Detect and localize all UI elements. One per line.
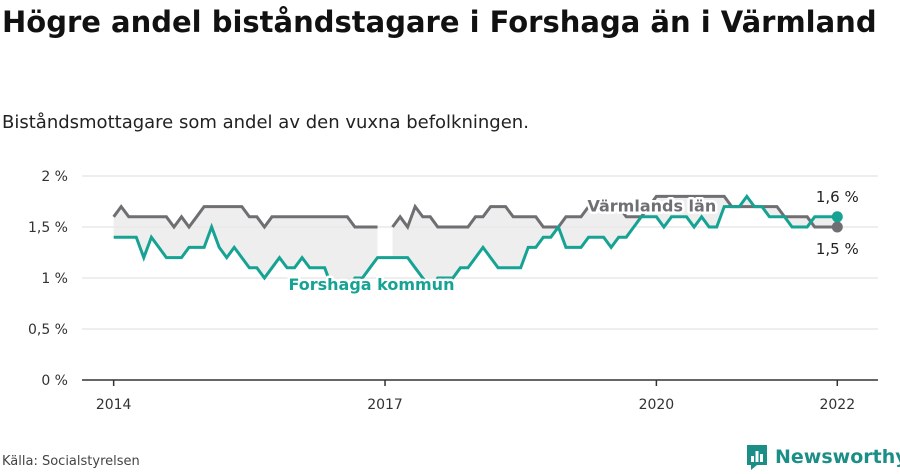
forshaga-line <box>113 193 838 291</box>
bar-chart-icon <box>747 445 767 470</box>
y-tick-label: 1,5 % <box>28 220 68 236</box>
y-tick-label: 0 % <box>41 373 68 389</box>
line-chart: 1,6 % 1,5 % Värmlands län Forshaga kommun 0… <box>28 169 878 413</box>
axes: 0 % 0,5 % 1 % 1,5 % 2 % 2014 2017 2020 2022 <box>28 169 878 413</box>
series-lines <box>112 193 843 291</box>
source-note: Källa: Socialstyrelsen <box>2 454 140 469</box>
y-tick-label: 1 % <box>41 271 68 287</box>
difference-area <box>113 196 838 289</box>
forshaga-series-label: Forshaga kommun <box>288 275 454 294</box>
y-tick-label: 0,5 % <box>28 322 68 338</box>
varmland-end-label: 1,5 % <box>816 240 859 258</box>
y-tick-label: 2 % <box>41 169 68 185</box>
chart-subtitle: Biståndsmottagare som andel av den vuxna… <box>2 112 529 133</box>
difference-fill <box>113 206 378 289</box>
varmland-line <box>112 204 378 230</box>
forshaga-end-label: 1,6 % <box>816 188 859 206</box>
chart-title: Högre andel biståndstagare i Forshaga än… <box>2 5 877 39</box>
newsworthy-logo: Newsworthy <box>745 441 900 473</box>
varmland-endpoint <box>831 221 843 233</box>
difference-fill <box>392 196 838 289</box>
x-tick-label: 2014 <box>96 397 132 413</box>
x-tick-label: 2017 <box>367 397 403 413</box>
series-labels: 1,6 % 1,5 % Värmlands län Forshaga kommun <box>286 188 859 297</box>
brand-name: Newsworthy <box>775 446 900 468</box>
x-tick-label: 2022 <box>819 397 855 413</box>
forshaga-endpoint <box>831 211 843 223</box>
varmland-series-label: Värmlands län <box>587 197 716 216</box>
x-tick-label: 2020 <box>639 397 675 413</box>
